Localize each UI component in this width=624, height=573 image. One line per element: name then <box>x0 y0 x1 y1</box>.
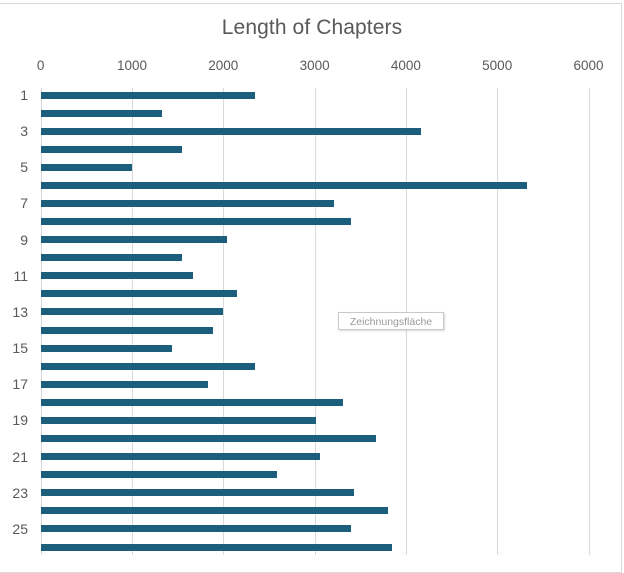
y-axis-tick-label: 13 <box>12 303 28 320</box>
bar-chapter-7[interactable] <box>40 199 334 207</box>
gridline <box>589 88 590 555</box>
y-axis-tick-label: 7 <box>20 195 28 212</box>
y-axis-tick-label: 19 <box>12 412 28 429</box>
y-axis-tick-label: 11 <box>13 267 28 284</box>
bar-chapter-3[interactable] <box>40 127 421 135</box>
bar-chapter-22[interactable] <box>40 471 278 479</box>
gridline <box>315 88 316 555</box>
gridline <box>497 88 498 555</box>
x-axis-tick-label: 6000 <box>573 58 604 73</box>
gridline <box>132 88 133 555</box>
y-axis-tick-label: 23 <box>12 484 28 501</box>
y-axis-tick-label: 21 <box>12 448 28 465</box>
bar-chapter-5[interactable] <box>40 163 132 171</box>
bar-chapter-23[interactable] <box>40 489 354 497</box>
bar-chapter-12[interactable] <box>40 290 237 298</box>
bar-chapter-26[interactable] <box>40 543 392 551</box>
y-axis-tick-label: 25 <box>12 520 28 537</box>
chart-title: Length of Chapters <box>221 16 403 39</box>
x-axis-tick-label: 2000 <box>208 58 239 73</box>
x-axis-tick-label: 5000 <box>482 58 513 73</box>
bar-chapter-14[interactable] <box>40 326 213 334</box>
bar-chapter-2[interactable] <box>40 109 163 117</box>
y-axis-tick-label: 15 <box>12 340 28 357</box>
bar-chapter-4[interactable] <box>40 145 182 153</box>
plot-area-tooltip: Zeichnungsfläche <box>338 312 444 330</box>
bar-chapter-13[interactable] <box>40 308 224 316</box>
chart-area[interactable] <box>0 3 622 573</box>
gridline <box>223 88 224 555</box>
bar-chapter-25[interactable] <box>40 525 352 533</box>
bar-chapter-6[interactable] <box>40 181 527 189</box>
bar-chapter-19[interactable] <box>40 416 316 424</box>
y-axis-tick-label: 3 <box>20 123 28 140</box>
bar-chapter-11[interactable] <box>40 272 194 280</box>
bar-chapter-18[interactable] <box>40 398 343 406</box>
x-axis-tick-label: 3000 <box>299 58 330 73</box>
bar-chapter-21[interactable] <box>40 453 321 461</box>
bar-chapter-15[interactable] <box>40 344 173 352</box>
bar-chapter-9[interactable] <box>40 236 227 244</box>
y-axis-tick-label: 17 <box>12 376 28 393</box>
x-axis-tick-label: 0 <box>36 58 45 73</box>
bar-chapter-1[interactable] <box>40 91 256 99</box>
bar-chapter-20[interactable] <box>40 435 377 443</box>
bar-chapter-17[interactable] <box>40 380 208 388</box>
bar-chapter-16[interactable] <box>40 362 256 370</box>
y-axis-tick-label: 5 <box>20 159 28 176</box>
bar-chapter-10[interactable] <box>40 254 182 262</box>
gridline <box>41 88 42 555</box>
bar-chapter-24[interactable] <box>40 507 389 515</box>
x-axis-tick-label: 1000 <box>116 58 148 73</box>
bar-chapter-8[interactable] <box>40 218 352 226</box>
x-axis-tick-label: 4000 <box>390 58 421 73</box>
y-axis-tick-label: 1 <box>20 87 28 103</box>
y-axis-tick-label: 9 <box>20 231 28 248</box>
